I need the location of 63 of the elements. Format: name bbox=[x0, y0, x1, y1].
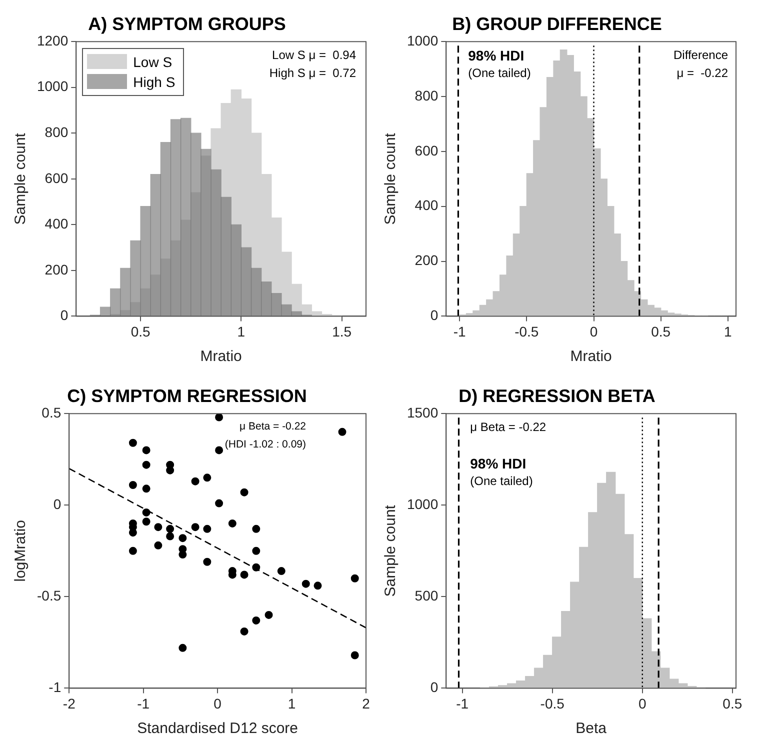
legend-label: High S bbox=[133, 74, 176, 90]
x-tick-label: -2 bbox=[62, 695, 76, 712]
y-tick-label: 400 bbox=[414, 197, 438, 214]
y-axis-title: Sample count bbox=[382, 132, 400, 225]
y-axis-title: Sample count bbox=[382, 504, 400, 597]
x-tick-label: 0 bbox=[214, 695, 222, 712]
annotation: (One tailed) bbox=[470, 474, 533, 488]
chart-title: B) GROUP DIFFERENCE bbox=[452, 14, 662, 34]
y-tick-label: 200 bbox=[44, 261, 68, 278]
x-axis-title: Standardised D12 score bbox=[137, 720, 298, 738]
x-tick-label: -1 bbox=[453, 323, 466, 340]
chart-title: A) SYMPTOM GROUPS bbox=[88, 14, 286, 34]
y-tick-label: -0.5 bbox=[37, 588, 62, 604]
x-tick-label: -1 bbox=[456, 695, 469, 712]
annotation: (HDI -1.02 : 0.09) bbox=[224, 438, 306, 451]
y-tick-label: 600 bbox=[414, 142, 438, 158]
y-tick-label: 1000 bbox=[406, 496, 438, 512]
annotation: Difference bbox=[674, 48, 728, 62]
y-tick-label: 1500 bbox=[406, 404, 438, 420]
annotation: High S μ = 0.72 bbox=[269, 66, 356, 80]
x-tick-label: 1 bbox=[724, 323, 732, 340]
annotation: μ Beta = -0.22 bbox=[470, 420, 546, 434]
y-tick-label: 1200 bbox=[36, 32, 68, 48]
x-tick-label: 1 bbox=[288, 695, 296, 712]
y-tick-label: 0 bbox=[53, 496, 62, 512]
annotation: (One tailed) bbox=[468, 66, 531, 80]
x-axis-title: Mratio bbox=[200, 348, 242, 366]
x-tick-label: -0.5 bbox=[514, 323, 539, 340]
y-tick-label: 0 bbox=[430, 307, 438, 324]
chart-title: C) SYMPTOM REGRESSION bbox=[67, 386, 307, 406]
y-tick-label: 800 bbox=[44, 124, 68, 140]
y-tick-label: 600 bbox=[44, 170, 68, 186]
x-tick-label: 2 bbox=[362, 695, 370, 712]
x-tick-label: 0.5 bbox=[130, 323, 150, 340]
x-tick-label: 1.5 bbox=[332, 323, 352, 340]
x-tick-label: 0 bbox=[638, 695, 646, 712]
y-tick-label: 500 bbox=[414, 588, 438, 604]
y-tick-label: 1000 bbox=[36, 78, 68, 94]
annotation: Low S μ = 0.94 bbox=[272, 48, 356, 62]
annotation: 98% HDI bbox=[470, 455, 526, 472]
x-tick-label: 0.5 bbox=[722, 695, 742, 712]
y-tick-label: 1000 bbox=[406, 32, 438, 48]
chart-title: D) REGRESSION BETA bbox=[458, 386, 656, 406]
annotation: 98% HDI bbox=[468, 47, 524, 64]
x-tick-label: 1 bbox=[237, 323, 246, 340]
legend-label: Low S bbox=[133, 54, 172, 70]
x-tick-label: -1 bbox=[137, 695, 150, 712]
y-tick-label: 200 bbox=[414, 252, 438, 268]
x-axis-title: Mratio bbox=[570, 348, 612, 366]
y-axis-title: Sample count bbox=[12, 132, 30, 225]
annotation: μ Beta = -0.22 bbox=[240, 420, 306, 433]
y-tick-label: -1 bbox=[48, 679, 62, 696]
y-tick-label: 0 bbox=[430, 679, 438, 696]
y-tick-label: 0.5 bbox=[42, 404, 62, 420]
x-tick-label: 0 bbox=[590, 323, 598, 340]
y-axis-title: logMratio bbox=[12, 520, 30, 582]
x-axis-title: Beta bbox=[576, 720, 608, 738]
x-tick-label: 0.5 bbox=[651, 323, 671, 340]
y-tick-label: 400 bbox=[44, 216, 68, 232]
x-tick-label: -0.5 bbox=[540, 695, 565, 712]
annotation: μ = -0.22 bbox=[676, 66, 728, 80]
y-tick-label: 800 bbox=[414, 87, 438, 104]
y-tick-label: 0 bbox=[60, 307, 68, 324]
